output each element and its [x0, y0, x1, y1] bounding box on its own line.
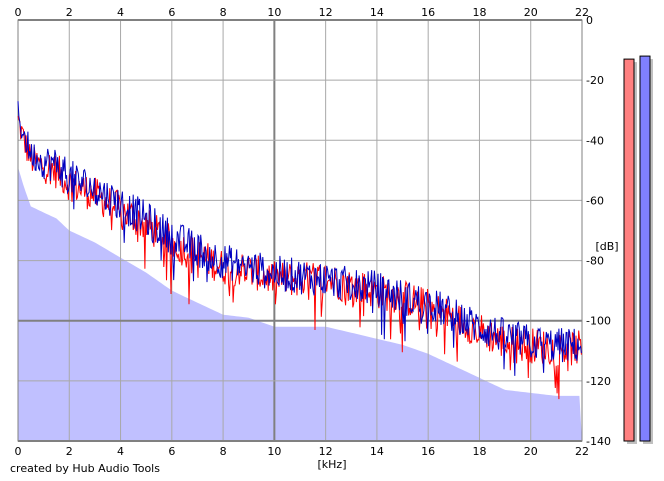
- x-tick-label-top: 0: [15, 6, 22, 19]
- x-tick-label-bottom: 18: [472, 445, 486, 458]
- x-tick-label-bottom: 4: [117, 445, 124, 458]
- level-meter-bar: [623, 58, 635, 442]
- x-tick-label-top: 2: [66, 6, 73, 19]
- x-tick-label-bottom: 6: [168, 445, 175, 458]
- x-tick-label-bottom: 20: [524, 445, 538, 458]
- series-layer: [17, 101, 582, 400]
- x-tick-label-bottom: 10: [267, 445, 281, 458]
- x-tick-label-bottom: 22: [575, 445, 589, 458]
- series-line-blue: [17, 101, 582, 376]
- x-tick-label-bottom: 16: [421, 445, 435, 458]
- x-ticks-bottom: 0 2 4 6 8 10 12 14 16 18 20 22: [15, 445, 590, 458]
- x-tick-label-top: 16: [421, 6, 435, 19]
- x-tick-label-bottom: 0: [15, 445, 22, 458]
- x-tick-label-bottom: 12: [319, 445, 333, 458]
- y-tick-label: -40: [586, 134, 604, 147]
- x-tick-label-top: 10: [267, 6, 281, 19]
- y-tick-label: -60: [586, 194, 604, 207]
- x-tick-label-bottom: 2: [66, 445, 73, 458]
- x-tick-label-top: 14: [370, 6, 384, 19]
- spectrum-fill-area: [18, 167, 582, 442]
- level-meter-bar: [639, 55, 651, 442]
- y-tick-label: -80: [586, 255, 604, 268]
- y-tick-label: -140: [586, 435, 611, 448]
- y-tick-label: -120: [586, 375, 611, 388]
- x-tick-label-bottom: 14: [370, 445, 384, 458]
- x-tick-label-top: 6: [168, 6, 175, 19]
- x-ticks-top: 0 2 4 6 8 10 12 14 16 18 20 22: [15, 6, 590, 19]
- x-tick-label-bottom: 8: [220, 445, 227, 458]
- y-axis-label: [dB]: [595, 240, 618, 253]
- x-tick-label-top: 20: [524, 6, 538, 19]
- credit-text: created by Hub Audio Tools: [10, 462, 160, 475]
- y-tick-label: -100: [586, 315, 611, 328]
- y-tick-label: 0: [586, 14, 593, 27]
- grid: [17, 19, 583, 442]
- x-tick-label-top: 18: [472, 6, 486, 19]
- x-tick-label-top: 22: [575, 6, 589, 19]
- x-axis-label: [kHz]: [318, 458, 347, 471]
- y-tick-label: -20: [586, 74, 604, 87]
- x-tick-label-top: 12: [319, 6, 333, 19]
- plot-frame: [17, 19, 583, 442]
- x-tick-label-top: 8: [220, 6, 227, 19]
- level-meters: [623, 55, 653, 444]
- y-ticks-right: 0 -20 -40 -60 -80 -100 -120 -140: [586, 14, 611, 448]
- x-tick-label-top: 4: [117, 6, 124, 19]
